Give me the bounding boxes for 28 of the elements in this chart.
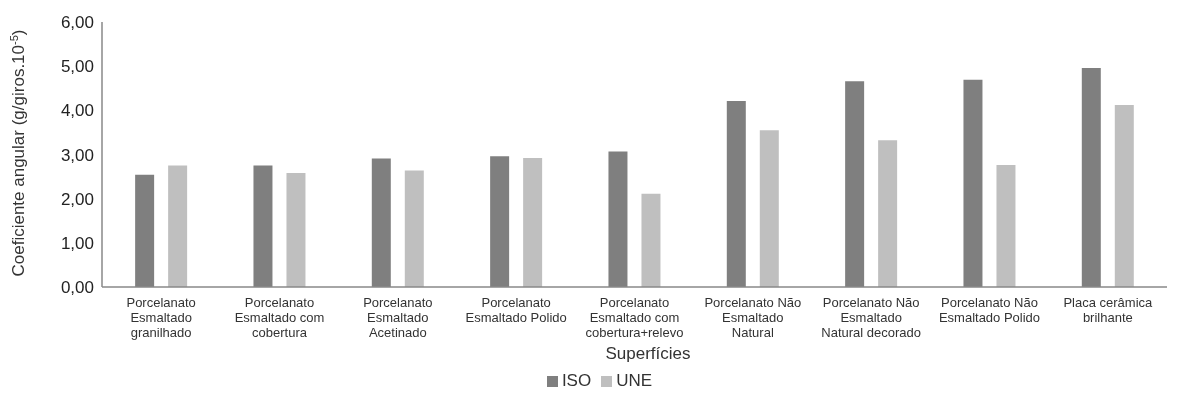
x-axis-title: Superfícies [605,344,691,363]
y-tick-label: 1,00 [60,233,94,253]
bar [286,173,306,287]
bar [641,193,661,287]
bar [878,140,898,287]
y-tick-label: 3,00 [60,145,94,165]
bar [523,158,543,287]
x-tick-label: Porcelanato Não Esmaltado Natural decorado [821,295,922,341]
bar [1114,105,1134,287]
bar [168,165,188,287]
y-tick-label: 4,00 [60,101,94,121]
y-tick-label: 2,00 [60,189,94,209]
bar [996,165,1016,287]
y-tick-label: 6,00 [60,13,94,33]
bar [759,130,779,287]
x-tick-label: Porcelanato Não Esmaltado Polido [938,295,1041,326]
x-tick-label: Porcelanato Não Esmaltado Natural [704,295,802,341]
x-tick-label: Porcelanato Esmaltado Acetinado [363,295,433,341]
y-tick-label: 0,00 [60,278,94,298]
y-tick-label: 5,00 [60,57,94,77]
legend-label: ISO [561,371,592,390]
x-tick-label: Porcelanato Esmaltado com cobertura+relevo [585,295,684,341]
x-tick-label: Porcelanato Esmaltado Polido [465,295,567,326]
x-tick-label: Porcelanato Esmaltado com cobertura [234,295,325,341]
bar [404,170,424,287]
x-tick-label: Placa cerâmica brilhante [1063,295,1154,326]
x-tick-label: Porcelanato Esmaltado granilhado [126,295,196,341]
legend-label: UNE [616,371,653,390]
